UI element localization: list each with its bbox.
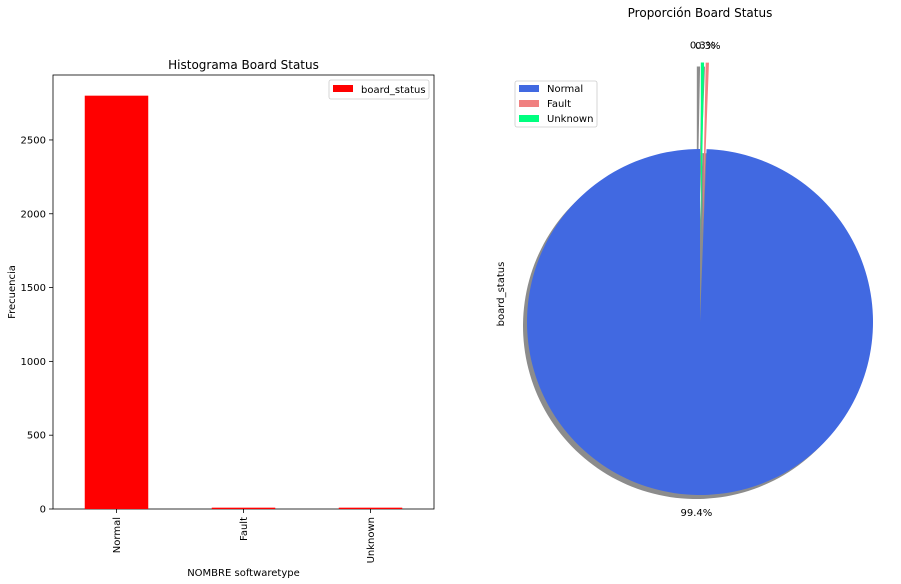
x-axis-label: NOMBRE softwaretype	[187, 568, 300, 579]
bar-legend-swatch	[333, 85, 353, 92]
x-tick-label: Fault	[239, 517, 250, 541]
figure-title: Proporción Board Status	[628, 6, 773, 20]
pie-value-label: 0.3%	[695, 41, 720, 52]
pie-value-labels: 99.4% 0.3%0.3%	[681, 41, 721, 519]
y-tick-label: 2000	[21, 209, 46, 220]
y-tick-label: 1000	[21, 357, 46, 368]
pie-slice-normal	[526, 149, 873, 495]
bar-unknown	[338, 507, 403, 509]
pie-legend-swatch	[519, 100, 539, 107]
bar-legend: board_status	[328, 79, 430, 100]
pie-legend-swatch	[519, 85, 539, 92]
x-tick-label: Normal	[112, 517, 123, 553]
y-tick-label: 2500	[21, 135, 46, 146]
pie-chart: board_status 99.4% 0.3%0.3% Normal Fault Un…	[496, 41, 873, 519]
bar-legend-label: board_status	[361, 85, 426, 96]
pie-value-label: 99.4%	[681, 508, 713, 519]
bar-legend-box	[328, 79, 430, 100]
pie-y-label: board_status	[496, 262, 507, 327]
bar-normal	[84, 95, 149, 510]
y-tick-label: 1500	[21, 283, 46, 294]
pie-legend: Normal Fault Unknown	[514, 80, 598, 128]
pie-legend-label: Unknown	[547, 114, 593, 125]
pie-legend-label: Fault	[547, 99, 571, 110]
pie-slice-unknown	[700, 62, 705, 236]
bar-chart: Histograma Board Status 0 500 1000 1500 2000…	[7, 58, 435, 579]
pie-slice-fault	[702, 62, 709, 236]
x-axis-ticks: Normal Fault Unknown	[112, 509, 377, 563]
pie-legend-swatch	[519, 115, 539, 122]
bar-fault	[211, 507, 276, 509]
x-tick-label: Unknown	[366, 517, 377, 563]
y-tick-label: 0	[40, 505, 46, 516]
y-axis-ticks: 0 500 1000 1500 2000 2500	[21, 135, 53, 516]
y-tick-label: 500	[27, 431, 46, 442]
pie-slices	[526, 62, 873, 495]
pie-value-label: 0.3%	[690, 41, 715, 52]
pie-legend-label: Normal	[547, 84, 583, 95]
bar-series	[84, 95, 403, 510]
y-axis-label: Frecuencia	[7, 265, 18, 319]
bar-chart-title: Histograma Board Status	[168, 58, 319, 72]
